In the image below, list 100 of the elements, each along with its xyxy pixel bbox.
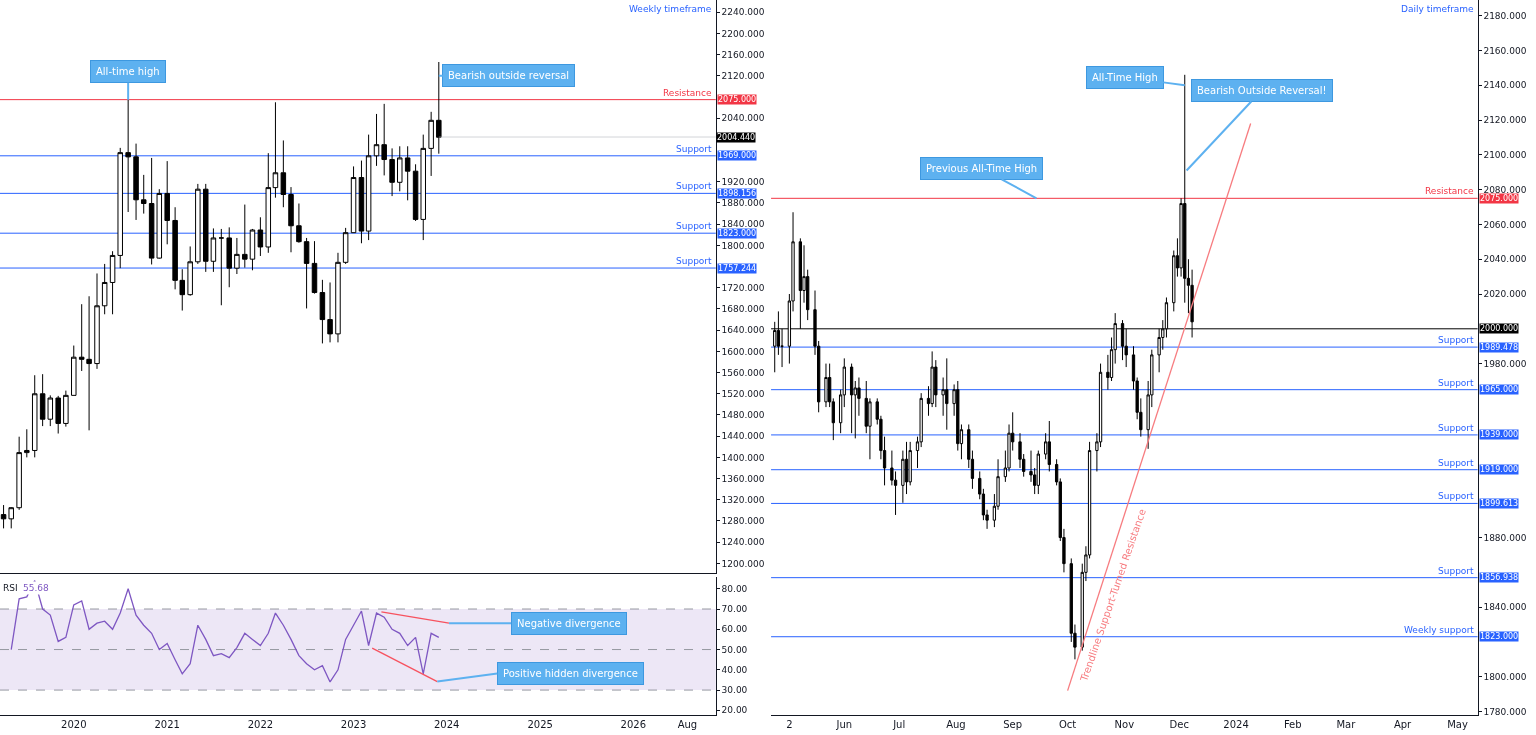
text: 2075.000: [718, 95, 757, 104]
y-tick-label: 2100.000: [1483, 149, 1527, 160]
y-tick-label: 1920.000: [721, 176, 765, 187]
annotation: All-time high: [96, 66, 160, 77]
x-tick-label: Mar: [1336, 719, 1357, 730]
y-tick-label: 1640.000: [721, 325, 765, 336]
x-tick-label: Aug: [946, 719, 966, 730]
annotation: All-Time High: [1092, 72, 1158, 83]
y-tick-label: 2180.000: [1483, 10, 1527, 21]
y-tick-label: 1800.000: [1483, 671, 1527, 682]
text: 2075.000: [1480, 194, 1519, 203]
ref-line-label: Support: [676, 144, 713, 154]
text: 1989.478: [1480, 343, 1519, 352]
y-tick-label: 1840.000: [1483, 602, 1527, 613]
x-tick-label: 2023: [340, 719, 367, 730]
y-tick-label: 1840.000: [721, 219, 765, 230]
text: 55.68: [23, 583, 50, 593]
text: 1969.000: [718, 151, 757, 160]
y-tick-label: 1600.000: [721, 346, 765, 357]
x-tick-label: Jun: [835, 719, 853, 730]
ref-line-label: Support: [676, 221, 713, 231]
y-tick-label: 1440.000: [721, 431, 765, 442]
x-tick-label: 2022: [247, 719, 274, 730]
y-tick-label: 2120.000: [721, 70, 765, 81]
y-tick-label: 2060.000: [1483, 219, 1527, 230]
text: RSI: [3, 583, 18, 593]
x-tick-label: May: [1447, 719, 1468, 730]
annotation: Bearish Outside Reversal!: [1197, 85, 1327, 96]
text: Positive hidden divergence: [503, 668, 638, 679]
x-tick-label: 2020: [61, 719, 87, 730]
text: 1919.000: [1480, 465, 1519, 474]
y-tick-label: 20.00: [721, 705, 748, 716]
annotation: Weekly timeframe: [629, 4, 712, 14]
y-tick-label: 1320.000: [721, 494, 765, 505]
y-tick-label: 40.00: [721, 664, 748, 675]
ref-line-label: Support: [1438, 335, 1475, 345]
y-tick-label: 1800.000: [721, 240, 765, 251]
y-tick-label: 2160.000: [1483, 45, 1527, 56]
y-tick-label: 2140.000: [1483, 80, 1527, 91]
x-tick-label: 2021: [154, 719, 180, 730]
y-tick-label: 1520.000: [721, 388, 765, 399]
y-tick-label: 2040.000: [1483, 254, 1527, 265]
y-tick-label: 2080.000: [1483, 184, 1527, 195]
text: 1965.000: [1480, 385, 1519, 394]
text: 1757.244: [718, 264, 757, 273]
y-tick-label: 2200.000: [721, 28, 765, 39]
y-tick-label: 2160.000: [721, 49, 765, 60]
x-tick-label: Sep: [1003, 719, 1023, 730]
text: 1898.156: [718, 189, 757, 198]
y-tick-label: 1880.000: [1483, 532, 1527, 543]
y-tick-label: 50.00: [721, 644, 748, 655]
text: 1823.000: [1480, 632, 1519, 641]
y-tick-label: 1880.000: [721, 198, 765, 209]
y-tick-label: 1360.000: [721, 473, 765, 484]
ref-line-label: Support: [1438, 423, 1475, 433]
ref-line-label: Support: [676, 181, 713, 191]
text: 1939.000: [1480, 430, 1519, 439]
ref-line-label: Resistance: [663, 88, 712, 98]
ref-line-label: Support: [1438, 491, 1475, 501]
ref-line-label: Support: [676, 256, 713, 266]
y-tick-label: 80.00: [721, 583, 748, 594]
annotation: Bearish outside reversal: [448, 70, 570, 81]
text: 1899.613: [1480, 499, 1519, 508]
x-tick-label: 2024: [1223, 719, 1249, 730]
y-tick-label: 1240.000: [721, 537, 765, 548]
y-tick-label: 1980.000: [1483, 358, 1527, 369]
x-tick-label: Nov: [1114, 719, 1135, 730]
text: 1856.938: [1480, 573, 1519, 582]
y-tick-label: 2020.000: [1483, 289, 1527, 300]
y-tick-label: 30.00: [721, 685, 748, 696]
x-tick-label: Aug: [677, 719, 698, 730]
y-tick-label: 60.00: [721, 624, 748, 635]
annotation: Daily timeframe: [1401, 4, 1475, 14]
y-tick-label: 1720.000: [721, 282, 765, 293]
ref-line-label: Support: [1438, 458, 1475, 468]
x-tick-label: Apr: [1393, 719, 1413, 730]
ref-line-label: Weekly support: [1404, 625, 1475, 635]
text: 2000.000: [1480, 324, 1519, 333]
x-tick-label: Jul: [892, 719, 906, 730]
ref-line-label: Resistance: [1425, 186, 1474, 196]
x-tick-label: Oct: [1058, 719, 1077, 730]
y-tick-label: 1400.000: [721, 452, 765, 463]
y-tick-label: 2240.000: [721, 7, 765, 18]
text: 1823.000: [718, 229, 757, 238]
y-tick-label: 1680.000: [721, 304, 765, 315]
y-tick-label: 1780.000: [1483, 706, 1527, 717]
x-tick-label: Feb: [1283, 719, 1302, 730]
x-tick-label: 2024: [433, 719, 460, 730]
y-tick-label: 2040.000: [721, 113, 765, 124]
x-tick-label: 2025: [527, 719, 553, 730]
y-tick-label: 1480.000: [721, 410, 765, 421]
text: Negative divergence: [517, 618, 621, 629]
ref-line-label: Support: [1438, 378, 1475, 388]
x-tick-label: 2: [786, 719, 793, 730]
y-tick-label: 1560.000: [721, 367, 765, 378]
annotation: Previous All-Time High: [926, 163, 1038, 174]
ref-line-label: Support: [1438, 566, 1475, 576]
y-tick-label: 1280.000: [721, 516, 765, 527]
x-tick-label: Dec: [1169, 719, 1189, 730]
x-tick-label: 2026: [620, 719, 647, 730]
